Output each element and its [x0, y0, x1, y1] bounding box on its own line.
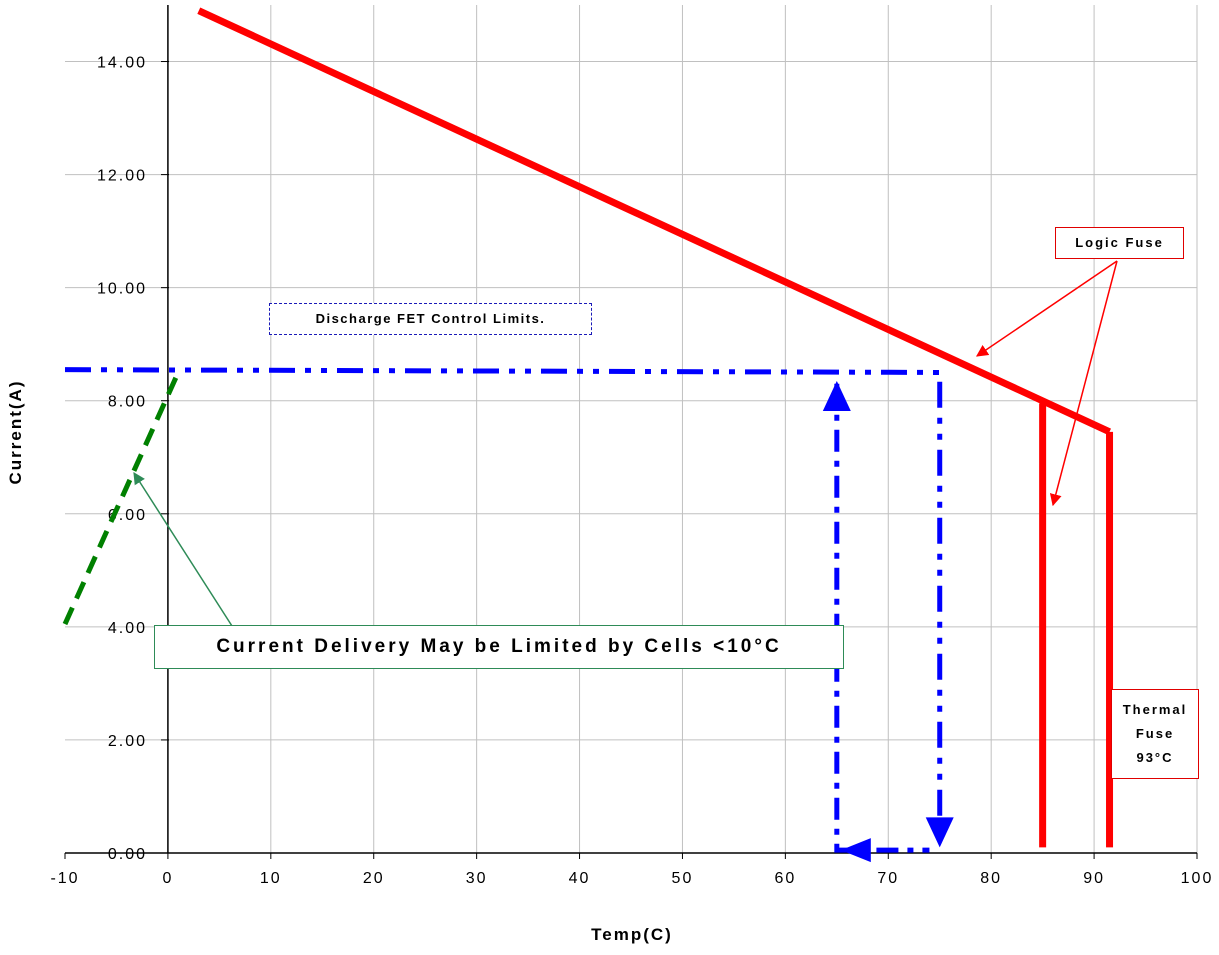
thermal-fuse-line-2: Fuse — [1135, 726, 1175, 741]
logic-fuse-callout: Logic Fuse — [1055, 227, 1184, 259]
cells-limit-callout: Current Delivery May be Limited by Cells… — [154, 625, 844, 669]
y-tick-label-4: 8.00 — [108, 394, 147, 411]
x-tick-label-0: -10 — [50, 870, 79, 887]
x-tick-label-1: 0 — [162, 870, 173, 887]
x-tick-label-4: 30 — [466, 870, 488, 887]
x-tick-label-7: 60 — [774, 870, 796, 887]
thermal-fuse-line-1: Thermal — [1122, 702, 1188, 717]
x-axis-title: Temp(C) — [591, 925, 673, 944]
axes — [64, 5, 1198, 859]
thermal-fuse-callout: Thermal Fuse 93°C — [1111, 689, 1199, 779]
tick-labels: -10 0 10 20 30 40 50 60 70 80 90 1000.002.004.006.0… — [50, 55, 1214, 887]
x-tick-label-9: 80 — [980, 870, 1002, 887]
y-tick-label-1: 2.00 — [108, 733, 147, 750]
logic-fuse-arrow-2 — [1049, 260, 1118, 507]
fet-arrowhead-up — [822, 380, 851, 411]
callout-arrows — [133, 260, 1118, 863]
grid-lines — [65, 5, 1198, 853]
y-tick-label-7: 14.00 — [97, 55, 147, 72]
y-tick-label-2: 4.00 — [108, 620, 147, 637]
series-line-0 — [197, 7, 1111, 436]
y-tick-label-5: 10.00 — [97, 281, 147, 298]
data-series — [62, 7, 1114, 853]
x-tick-label-5: 40 — [569, 870, 591, 887]
x-tick-label-8: 70 — [877, 870, 899, 887]
logic-fuse-arrow-1 — [976, 260, 1118, 357]
y-axis-title: Current(A) — [6, 380, 25, 485]
cells-arrow — [133, 471, 233, 627]
x-tick-label-6: 50 — [672, 870, 694, 887]
x-tick-label-11: 100 — [1181, 870, 1214, 887]
thermal-fuse-line-3: 93°C — [1136, 750, 1174, 765]
fet-arrowhead-left — [840, 838, 871, 863]
x-tick-label-3: 20 — [363, 870, 385, 887]
y-tick-label-0: 0.00 — [108, 846, 147, 863]
series-line-3 — [64, 367, 943, 837]
discharge-fet-callout: Discharge FET Control Limits. — [269, 303, 592, 335]
x-tick-label-10: 90 — [1083, 870, 1105, 887]
series-line-4 — [834, 383, 930, 853]
fet-arrowhead-down — [925, 817, 954, 848]
series-line-5 — [62, 371, 181, 626]
y-tick-label-6: 12.00 — [97, 168, 147, 185]
x-tick-label-2: 10 — [260, 870, 282, 887]
